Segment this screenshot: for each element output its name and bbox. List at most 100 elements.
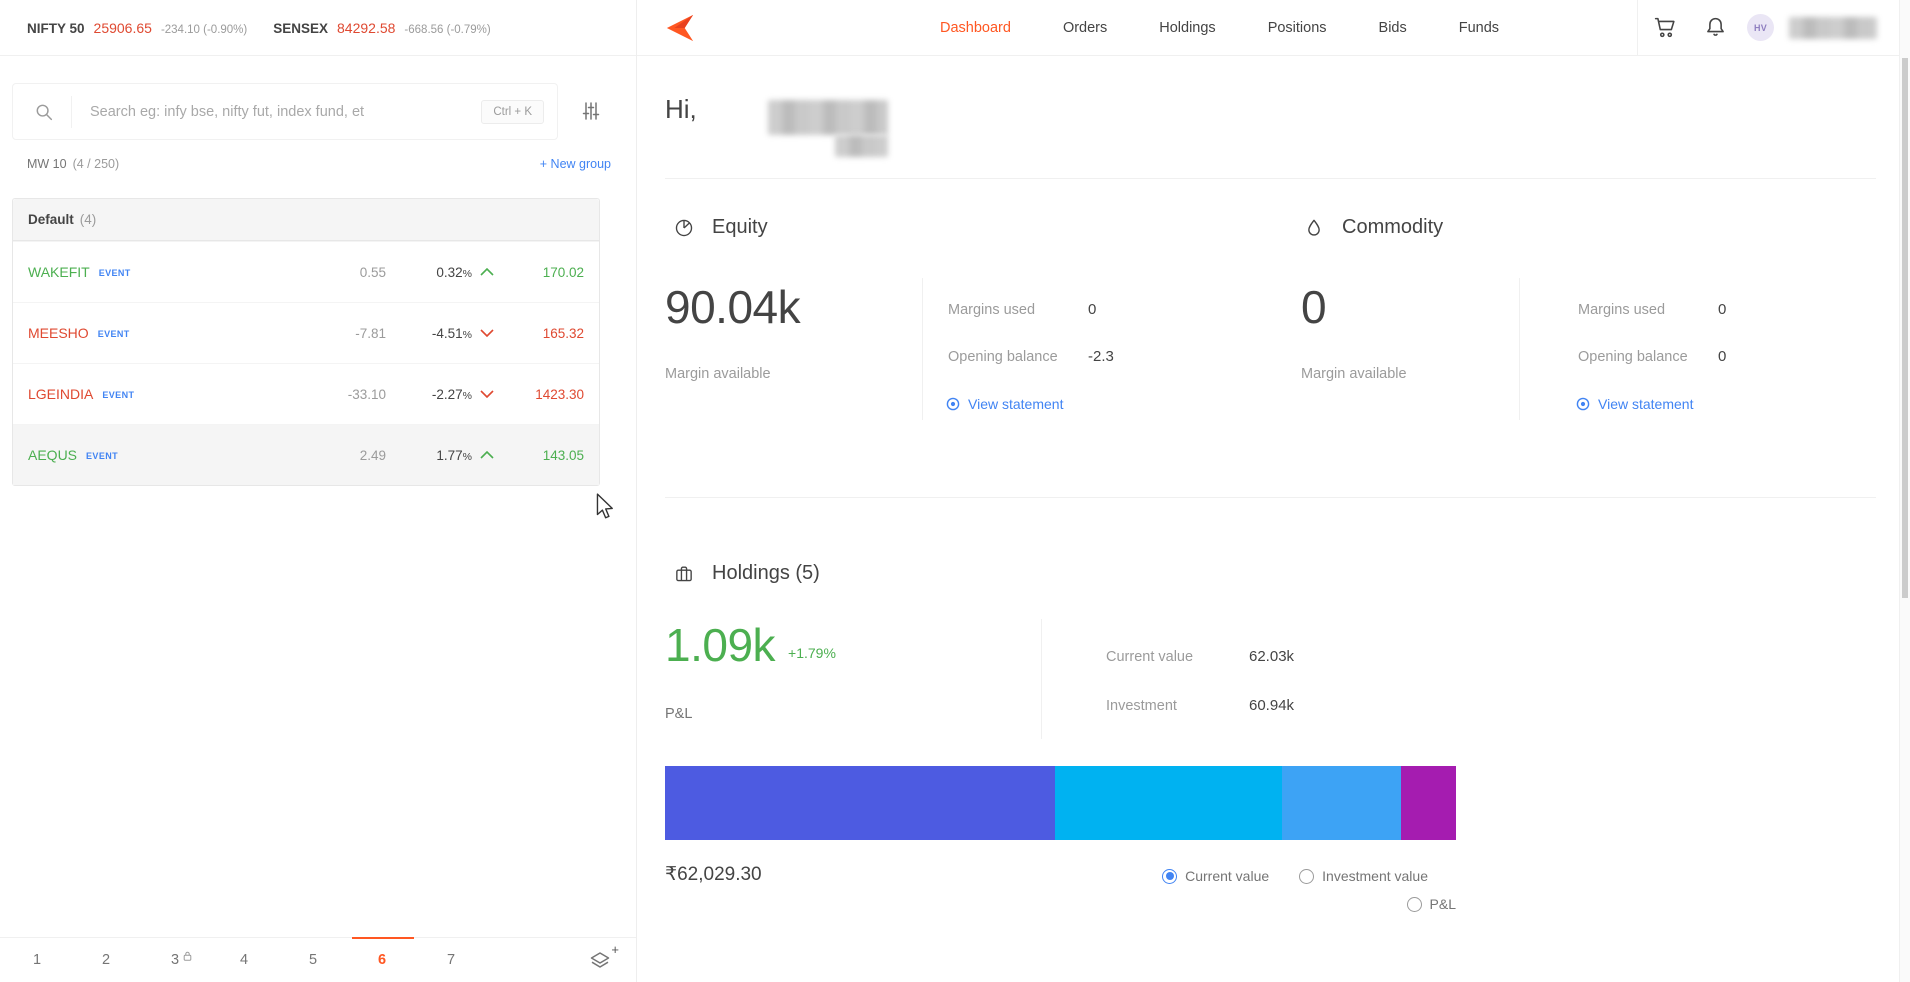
vertical-divider — [1519, 278, 1520, 420]
last-price: 170.02 — [542, 264, 584, 280]
holdings-bar-footer: ₹62,029.30 Current value Investment valu… — [665, 856, 1456, 926]
allocation-segment[interactable] — [665, 766, 1055, 840]
search-box[interactable]: Ctrl + K — [12, 83, 558, 140]
allocation-segment[interactable] — [1281, 766, 1402, 840]
new-group-button[interactable]: + New group — [539, 157, 611, 171]
group-name: Default — [28, 212, 74, 227]
equity-title: Equity — [712, 216, 768, 238]
opening-balance-label: Opening balance — [948, 349, 1058, 365]
radio-button[interactable] — [1299, 868, 1315, 884]
pnl-label: P&L — [665, 706, 693, 722]
keyboard-shortcut-badge: Ctrl + K — [481, 99, 544, 124]
vertical-divider — [922, 278, 923, 420]
nav-positions[interactable]: Positions — [1267, 20, 1327, 36]
top-nav: Dashboard Orders Holdings Positions Bids… — [637, 0, 1910, 56]
cart-icon[interactable] — [1653, 15, 1678, 40]
index-change: -234.10 (-0.90%) — [160, 24, 248, 36]
percent-sign: % — [462, 328, 472, 341]
net-change: -33.10 — [347, 386, 386, 402]
equity-margin-details: Margins used 0 Opening balance -2.3 — [948, 301, 1114, 395]
opening-balance-label: Opening balance — [1578, 349, 1688, 365]
net-change: 2.49 — [359, 447, 386, 463]
nav-funds[interactable]: Funds — [1458, 20, 1500, 36]
commodity-view-statement-link[interactable]: View statement — [1576, 396, 1693, 412]
page-scrollbar[interactable] — [1899, 0, 1910, 982]
instrument-symbol: WAKEFIT — [28, 264, 90, 280]
search-input[interactable] — [90, 103, 482, 120]
last-price: 143.05 — [542, 447, 584, 463]
equity-view-statement-link[interactable]: View statement — [946, 396, 1063, 412]
page-tab-2[interactable]: 2 — [102, 952, 111, 968]
page-tab-1[interactable]: 1 — [33, 952, 42, 968]
last-price: 165.32 — [542, 325, 584, 341]
commodity-margin-available-label: Margin available — [1301, 366, 1407, 382]
radio-current-value[interactable]: Current value — [1162, 868, 1269, 884]
watchlist-row-meesho[interactable]: MEESHO EVENT -7.81 -4.51% 165.32 — [13, 302, 599, 363]
page-tab-4[interactable]: 4 — [240, 952, 249, 968]
user-name-redacted — [768, 100, 888, 135]
opening-balance-value: -2.3 — [1088, 348, 1114, 365]
droplet-icon — [1303, 217, 1325, 239]
dashboard-main: Hi, Equity 90.04k Margin available Margi… — [637, 56, 1910, 982]
add-icon: + — [611, 942, 619, 957]
instrument-symbol: AEQUS — [28, 447, 78, 463]
percent-change: 1.77 — [436, 447, 463, 463]
kite-logo-icon[interactable] — [665, 13, 695, 43]
nav-orders[interactable]: Orders — [1062, 20, 1108, 36]
search-icon — [33, 101, 55, 123]
allocation-segment[interactable] — [1401, 766, 1456, 840]
index-name: SENSEX — [273, 21, 329, 36]
avatar[interactable]: HV — [1747, 14, 1774, 41]
commodity-margin-available-value: 0 — [1301, 281, 1327, 333]
margins-used-value: 0 — [1718, 301, 1727, 318]
nav-holdings[interactable]: Holdings — [1159, 20, 1216, 36]
watchlist-row-wakefit[interactable]: WAKEFIT EVENT 0.55 0.32% 170.02 — [13, 241, 599, 302]
commodity-title: Commodity — [1342, 216, 1444, 238]
user-id-redacted[interactable] — [1789, 17, 1877, 39]
page-tab-7[interactable]: 7 — [447, 952, 456, 968]
nav-dashboard[interactable]: Dashboard — [940, 20, 1011, 36]
trend-caret-icon — [472, 329, 502, 337]
watchlist-sidebar: Ctrl + K MW 10 (4 / 250) + New group Def… — [0, 56, 637, 982]
equity-section-header: Equity — [673, 216, 768, 239]
manage-watchlists-layers-icon[interactable]: + — [588, 942, 619, 973]
margins-used-value: 0 — [1088, 301, 1097, 318]
marketwatch-info-row: MW 10 (4 / 250) + New group — [27, 157, 611, 171]
index-ticker: NIFTY 50 25906.65 -234.10 (-0.90%) SENSE… — [0, 0, 637, 56]
holdings-title: Holdings (5) — [712, 562, 820, 584]
nav-links: Dashboard Orders Holdings Positions Bids… — [940, 0, 1499, 56]
sensex-ticker[interactable]: SENSEX 84292.58 -668.56 (-0.79%) — [273, 20, 490, 36]
radio-pnl[interactable]: P&L — [1406, 896, 1456, 912]
trend-caret-icon — [472, 390, 502, 398]
net-change: 0.55 — [359, 264, 386, 280]
commodity-section-header: Commodity — [1303, 216, 1443, 239]
nav-divider — [1637, 0, 1638, 56]
index-price: 84292.58 — [337, 20, 396, 36]
pnl-percent: +1.79% — [788, 645, 836, 661]
marketwatch-count: (4 / 250) — [72, 157, 120, 171]
scrollbar-thumb[interactable] — [1902, 58, 1908, 598]
percent-change: 0.32 — [436, 264, 463, 280]
holdings-stats: Current value 62.03k Investment 60.94k — [1106, 648, 1294, 746]
nifty-ticker[interactable]: NIFTY 50 25906.65 -234.10 (-0.90%) — [27, 20, 247, 36]
current-value-label: Current value — [1106, 649, 1194, 665]
watchlist-settings-icon[interactable] — [579, 99, 603, 123]
nav-bids[interactable]: Bids — [1378, 20, 1407, 36]
trend-caret-icon — [472, 451, 502, 459]
radio-investment-value[interactable]: Investment value — [1299, 868, 1428, 884]
radio-button[interactable] — [1162, 868, 1178, 884]
watchlist-group-header[interactable]: Default (4) — [13, 199, 599, 241]
page-tab-5[interactable]: 5 — [309, 952, 318, 968]
page-tab-6[interactable]: 6 — [352, 937, 447, 982]
watchlist-row-aequs[interactable]: AEQUS EVENT 2.49 1.77% 143.05 — [13, 424, 599, 485]
notifications-bell-icon[interactable] — [1703, 15, 1728, 40]
allocation-segment[interactable] — [1054, 766, 1282, 840]
page-tab-3[interactable]: 3 — [171, 938, 240, 982]
section-divider — [665, 497, 1876, 498]
radio-button[interactable] — [1406, 896, 1422, 912]
watchlist-row-lgeindia[interactable]: LGEINDIA EVENT -33.10 -2.27% 1423.30 — [13, 363, 599, 424]
net-change: -7.81 — [355, 325, 386, 341]
holdings-pnl: 1.09k +1.79% — [665, 622, 836, 668]
search-separator — [71, 95, 72, 128]
event-tag: EVENT — [86, 451, 119, 461]
